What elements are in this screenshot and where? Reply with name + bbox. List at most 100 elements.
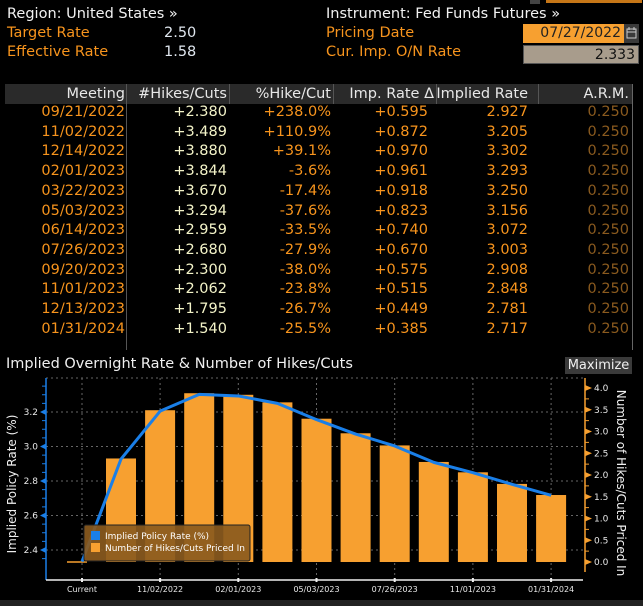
- y2-tick-label: 1.5: [594, 493, 608, 503]
- y2-tick-marker: [585, 406, 592, 413]
- table-cell: +0.449: [374, 301, 428, 317]
- y2-tick-label: 2.0: [594, 471, 609, 481]
- table-cell: 3.205: [486, 123, 528, 140]
- checkbox[interactable]: [530, 0, 540, 4]
- y2-tick-label: 3.0: [594, 428, 609, 438]
- table-cell: 11/01/2023: [41, 281, 125, 298]
- table-cell: 3.250: [486, 182, 528, 199]
- table-cell: 07/26/2023: [41, 241, 125, 258]
- table-cell: 2.717: [486, 320, 528, 337]
- region-selector[interactable]: Region: United States »: [7, 6, 178, 22]
- pricing-date-label: Pricing Date: [326, 25, 415, 41]
- column-header[interactable]: Imp. Rate Δ: [349, 86, 434, 102]
- table-cell: -27.9%: [279, 241, 331, 258]
- table-cell: -3.6%: [288, 163, 331, 180]
- table-cell: 0.250: [587, 222, 629, 239]
- y-axis-label: Implied Policy Rate (%): [5, 415, 19, 554]
- bar: [379, 445, 410, 562]
- table-cell: 2.848: [486, 281, 528, 298]
- y2-tick-marker: [585, 385, 592, 391]
- table-cell: 05/03/2023: [41, 202, 125, 219]
- y-tick-marker: [40, 443, 46, 450]
- bar: [497, 483, 527, 562]
- table-cell: 11/02/2022: [41, 123, 125, 140]
- table-cell: +1.795: [173, 301, 227, 317]
- calendar-button[interactable]: [624, 24, 639, 43]
- y2-tick-marker: [585, 450, 592, 457]
- x-tick-label: 01/31/2024: [528, 585, 574, 594]
- table-cell: 2.781: [486, 301, 528, 317]
- table-cell: 3.302: [486, 143, 528, 160]
- table-cell: 2.927: [486, 104, 528, 120]
- table-cell: +0.575: [374, 261, 428, 278]
- table-cell: +0.670: [374, 241, 428, 258]
- table-cell: 0.250: [587, 281, 629, 298]
- y-tick-marker: [40, 409, 46, 415]
- table-cell: -33.5%: [279, 222, 331, 239]
- y-tick-label: 3.0: [24, 443, 39, 453]
- table-cell: +110.9%: [263, 123, 331, 140]
- column-divider: [538, 84, 539, 104]
- y2-tick-marker: [585, 537, 592, 544]
- maximize-button[interactable]: Maximize: [565, 357, 632, 374]
- chart-title: Implied Overnight Rate & Number of Hikes…: [6, 356, 353, 372]
- table-cell: +3.880: [173, 143, 227, 160]
- table-cell: 3.156: [486, 202, 528, 219]
- table-cell: 06/14/2023: [41, 222, 125, 239]
- effective-rate-label: Effective Rate: [7, 44, 109, 60]
- enable-overrides-control[interactable]: [530, 0, 643, 4]
- table-cell: +39.1%: [272, 143, 331, 160]
- status-bar: [0, 600, 643, 606]
- x-tick-label: 05/03/2023: [293, 585, 339, 594]
- table-cell: 0.250: [587, 163, 629, 180]
- y2-tick-label: 2.5: [594, 449, 608, 459]
- x-tick-label: 11/01/2023: [450, 585, 496, 594]
- column-divider: [333, 84, 334, 104]
- bar: [536, 495, 567, 562]
- y2-tick-marker: [585, 515, 592, 522]
- table-cell: 2.908: [486, 261, 528, 278]
- legend-swatch-bar: [91, 543, 100, 552]
- instrument-selector[interactable]: Instrument: Fed Funds Futures »: [326, 6, 561, 22]
- table-cell: -25.5%: [279, 320, 331, 337]
- legend-swatch-line: [91, 531, 100, 540]
- y-tick-label: 2.8: [24, 477, 39, 487]
- column-header[interactable]: Meeting: [66, 86, 125, 102]
- legend-label-line: Implied Policy Rate (%): [105, 532, 209, 542]
- table-cell: +0.595: [374, 104, 428, 120]
- table-cell: 01/31/2024: [41, 320, 125, 337]
- column-header[interactable]: A.R.M.: [583, 86, 629, 102]
- column-header[interactable]: Implied Rate: [436, 86, 528, 102]
- column-divider: [126, 84, 127, 350]
- table-cell: +0.385: [374, 320, 428, 337]
- y2-tick-marker: [585, 428, 592, 435]
- bar: [262, 402, 293, 562]
- table-cell: 12/14/2022: [41, 143, 125, 160]
- table-cell: 0.250: [587, 202, 629, 219]
- y-tick-marker: [40, 547, 46, 553]
- table-cell: +2.959: [173, 222, 227, 239]
- legend-box: [83, 524, 251, 562]
- table-cell: +3.670: [173, 182, 227, 199]
- column-header[interactable]: %Hike/Cut: [255, 86, 331, 102]
- table-cell: 03/22/2023: [41, 182, 125, 199]
- table-cell: 0.250: [587, 143, 629, 160]
- table-cell: 0.250: [587, 104, 629, 120]
- bar: [418, 461, 449, 562]
- y-tick-label: 2.4: [24, 546, 39, 556]
- pricing-date-input[interactable]: 07/27/2022: [523, 24, 624, 43]
- x-tick-label: 11/02/2022: [137, 585, 183, 594]
- bar: [457, 472, 488, 562]
- y-tick-label: 3.2: [24, 408, 38, 418]
- y2-tick-marker: [585, 559, 592, 565]
- column-header[interactable]: #Hikes/Cuts: [138, 86, 227, 102]
- chart: 3.2 3.0 2.8 2.6 2.4 4.0 3.5 3.0 2.5 2.0 1.5 1.0 0.5 0…: [5, 377, 628, 594]
- effective-rate-value: 1.58: [164, 44, 197, 60]
- y-tick-label: 2.6: [24, 512, 39, 522]
- table-cell: -38.0%: [279, 261, 331, 278]
- table-cell: +0.872: [374, 123, 428, 140]
- x-tick-label: Current: [67, 585, 97, 594]
- bar: [301, 418, 332, 562]
- cut-off-label: [546, 0, 642, 3]
- table-cell: +2.680: [173, 241, 227, 258]
